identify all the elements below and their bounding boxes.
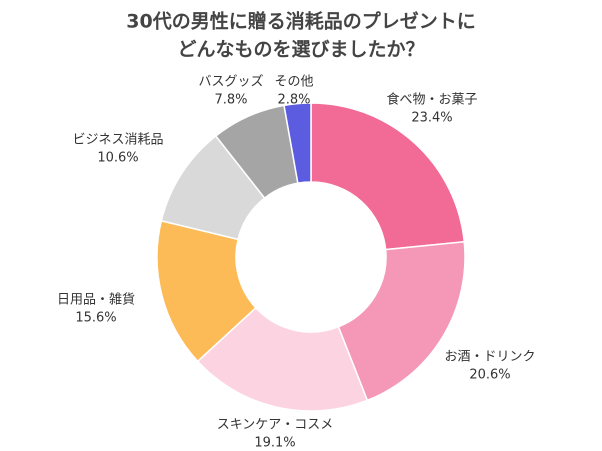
category-label: 食べ物・お菓子 [386, 92, 477, 108]
value-label: 20.6% [469, 368, 510, 383]
category-label: 日用品・雑貨 [57, 292, 135, 308]
slice [283, 102, 312, 185]
category-label: スキンケア・コスメ [217, 418, 334, 433]
value-label: 23.4% [411, 111, 452, 126]
value-label: 2.8% [277, 93, 310, 108]
category-label: ビジネス消耗品 [72, 133, 163, 148]
value-label: 19.1% [254, 436, 295, 451]
slice [337, 240, 466, 402]
slice [196, 306, 369, 412]
category-label: その他 [274, 75, 313, 90]
value-label: 15.6% [75, 311, 116, 326]
value-label: 7.8% [214, 93, 247, 108]
category-label: お酒・ドリンク [444, 350, 535, 365]
chart-title: 30代の男性に贈る消耗品のプレゼントに [126, 10, 475, 33]
slice [310, 102, 466, 251]
chart-title: どんなものを選びましたか？ [177, 39, 424, 61]
category-label: バスグッズ [198, 74, 263, 90]
value-label: 10.6% [97, 151, 138, 166]
